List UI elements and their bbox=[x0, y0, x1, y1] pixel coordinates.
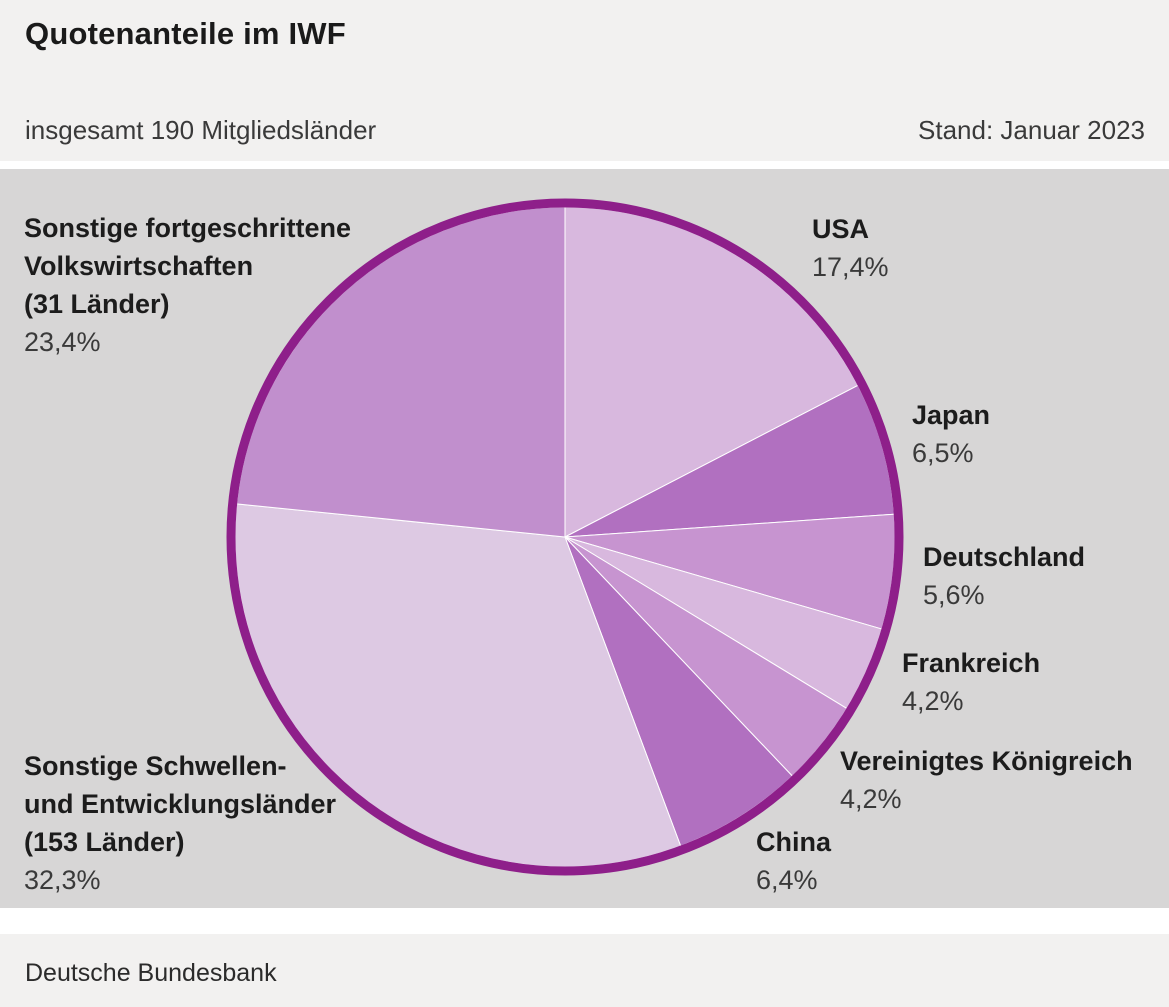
callout-label: Volkswirtschaften bbox=[24, 251, 254, 281]
callout-japan: Japan 6,5% bbox=[912, 396, 990, 472]
callout-label: (31 Länder) bbox=[24, 289, 170, 319]
callout-usa: USA 17,4% bbox=[812, 210, 889, 286]
callout-deutschland: Deutschland 5,6% bbox=[923, 538, 1085, 614]
subtitle-date: Stand: Januar 2023 bbox=[918, 115, 1145, 145]
callout-value: 32,3% bbox=[24, 865, 101, 895]
callout-label: und Entwicklungsländer bbox=[24, 789, 337, 819]
callout-label: USA bbox=[812, 214, 870, 244]
footer-band: Deutsche Bundesbank bbox=[0, 934, 1169, 1007]
pie-chart bbox=[220, 192, 910, 882]
source-label: Deutsche Bundesbank bbox=[25, 959, 277, 987]
callout-value: 4,2% bbox=[902, 686, 964, 716]
callout-frankreich: Frankreich 4,2% bbox=[902, 644, 1040, 720]
callout-label: China bbox=[756, 827, 832, 857]
subtitle-members: insgesamt 190 Mitgliedsländer bbox=[25, 115, 377, 145]
pie-outer-ring bbox=[226, 198, 904, 876]
callout-value: 23,4% bbox=[24, 327, 101, 357]
callout-label: Vereinigtes Königreich bbox=[840, 746, 1133, 776]
callout-value: 4,2% bbox=[840, 784, 902, 814]
callout-value: 17,4% bbox=[812, 252, 889, 282]
callout-emerging-economies: Sonstige Schwellen- und Entwicklungsländ… bbox=[24, 747, 336, 899]
callout-value: 6,4% bbox=[756, 865, 818, 895]
callout-label: Frankreich bbox=[902, 648, 1041, 678]
callout-label: Deutschland bbox=[923, 542, 1086, 572]
page-title: Quotenanteile im IWF bbox=[25, 16, 346, 51]
callout-value: 5,6% bbox=[923, 580, 985, 610]
callout-value: 6,5% bbox=[912, 438, 974, 468]
pie-chart-svg bbox=[226, 198, 904, 876]
callout-china: China 6,4% bbox=[756, 823, 831, 899]
callout-label: Sonstige Schwellen- bbox=[24, 751, 287, 781]
callout-label: Japan bbox=[912, 400, 991, 430]
header-band: Quotenanteile im IWF insgesamt 190 Mitgl… bbox=[0, 0, 1169, 161]
callout-vereinigtes-koenigreich: Vereinigtes Königreich 4,2% bbox=[840, 742, 1133, 818]
callout-advanced-economies: Sonstige fortgeschrittene Volkswirtschaf… bbox=[24, 209, 351, 361]
callout-label: (153 Länder) bbox=[24, 827, 185, 857]
callout-label: Sonstige fortgeschrittene bbox=[24, 213, 352, 243]
